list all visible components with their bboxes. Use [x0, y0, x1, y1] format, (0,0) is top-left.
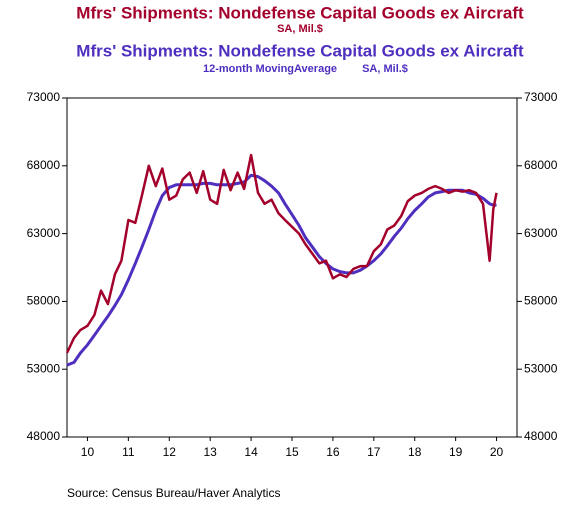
y2-tick-label: 73000 [524, 90, 558, 104]
x-tick-label: 15 [285, 445, 299, 459]
x-tick-label: 10 [81, 445, 95, 459]
series-line [66, 173, 497, 367]
series-title: Mfrs' Shipments: Nondefense Capital Good… [76, 41, 524, 60]
x-tick-label: 18 [408, 445, 422, 459]
y-tick-label: 73000 [27, 90, 61, 104]
y-tick-label: 58000 [27, 294, 61, 308]
series-units: SA, Mil.$ [362, 63, 408, 75]
series-line [65, 153, 498, 354]
y2-tick-label: 63000 [524, 226, 558, 240]
source: Source: Census Bureau/Haver Analytics [67, 486, 280, 500]
series-title: Mfrs' Shipments: Nondefense Capital Good… [76, 3, 524, 22]
series-units: SA, Mil.$ [277, 23, 323, 35]
y-tick-label: 53000 [27, 361, 61, 375]
x-tick-label: 12 [163, 445, 177, 459]
y2-tick-label: 58000 [524, 294, 558, 308]
y2-tick-label: 68000 [524, 158, 558, 172]
x-tick-label: 19 [449, 445, 463, 459]
x-tick-label: 16 [326, 445, 340, 459]
series-note: 12-month MovingAverage [203, 63, 337, 75]
y-tick-label: 48000 [27, 429, 61, 443]
y-tick-label: 68000 [27, 158, 61, 172]
x-tick-label: 20 [490, 445, 504, 459]
x-tick-label: 13 [204, 445, 218, 459]
x-tick-label: 11 [122, 445, 135, 459]
x-tick-label: 14 [244, 445, 258, 459]
y2-tick-label: 48000 [524, 429, 558, 443]
x-tick-label: 17 [367, 445, 381, 459]
y2-tick-label: 53000 [524, 361, 558, 375]
y-tick-label: 63000 [27, 226, 61, 240]
